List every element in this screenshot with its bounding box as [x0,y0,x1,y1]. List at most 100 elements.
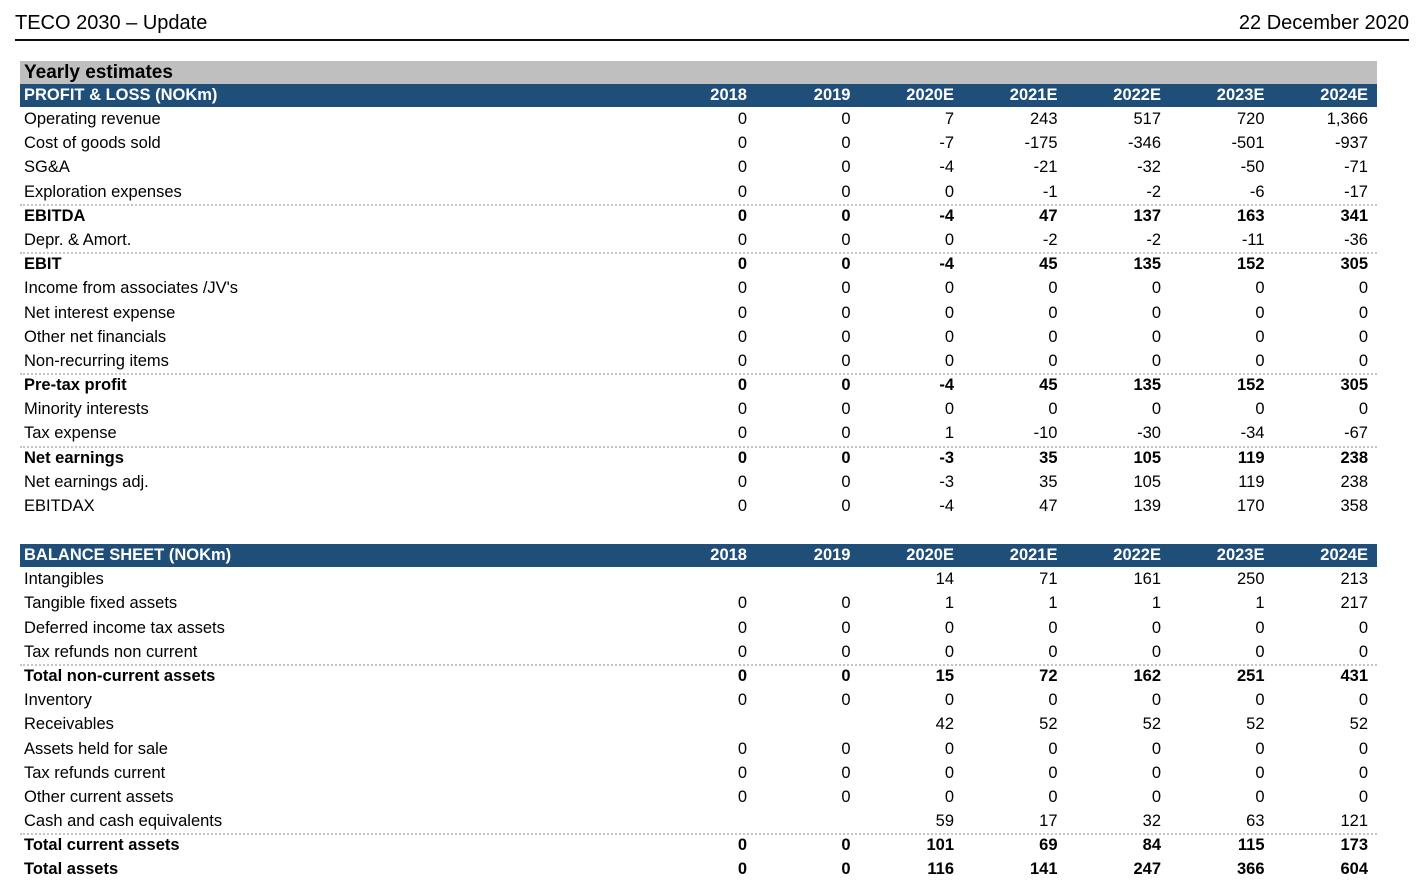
table-row: SG&A 0 0 -4 -21 -32 -50 -71 [20,155,1377,179]
row-value: 0 [1255,303,1265,322]
row-value: 0 [737,303,747,322]
row-value: 0 [1358,691,1368,710]
row-label: Total current assets [24,836,180,855]
row-value: 72 [1039,666,1058,685]
row-label: Assets held for sale [24,739,168,758]
report-title: TECO 2030 – Update [15,12,208,34]
row-value: 101 [926,836,954,855]
row-value: 119 [1237,448,1265,467]
table-row: Receivables 42 52 52 52 52 [20,712,1377,736]
row-label: Tangible fixed assets [24,594,178,613]
row-value: 0 [841,642,851,661]
table-row: Income from associates /JV's 0 0 0 0 0 0 0 [20,276,1377,300]
table-row: Other current assets 0 0 0 0 0 0 0 [20,785,1377,809]
row-value: -11 [1241,230,1265,249]
table-header-row: BALANCE SHEET (NOKm) 2018 2019 2020E 2021E 20… [20,544,1377,568]
row-value: 69 [1039,836,1058,855]
table-row: Non-recurring items 0 0 0 0 0 0 0 [20,349,1377,373]
row-value: 0 [841,691,851,710]
row-value: 135 [1133,255,1161,274]
table-row: Depr. & Amort. 0 0 0 -2 -2 -11 -36 [20,228,1377,252]
row-label: Net earnings adj. [24,472,149,491]
row-value: 0 [841,351,851,370]
row-value: 0 [1048,763,1058,782]
row-value: 0 [944,787,954,806]
row-value: 137 [1133,206,1161,225]
row-value: 0 [737,134,747,153]
row-value: 1 [944,424,954,443]
row-value: 45 [1039,376,1058,395]
row-value: 152 [1236,255,1265,274]
table-row: Cash and cash equivalents 59 17 32 63 121 [20,809,1377,833]
row-value: 116 [927,860,954,879]
row-value: 161 [1133,570,1161,589]
row-value: 0 [1358,642,1368,661]
row-value: -346 [1127,134,1161,153]
row-value: 0 [944,691,954,710]
row-value: 0 [1255,351,1265,370]
row-value: 1 [1151,594,1161,613]
row-label: Deferred income tax assets [24,618,225,637]
row-value: 0 [1255,691,1265,710]
row-value: 0 [737,206,747,225]
row-value: 0 [1048,303,1058,322]
row-value [653,567,757,591]
row-value: 0 [944,182,954,201]
row-value: 0 [737,618,747,637]
row-label: Tax refunds current [24,763,166,782]
table-row: EBIT 0 0 -4 45 135 152 305 [20,252,1377,276]
tables-container: PROFIT & LOSS (NOKm) 2018 2019 2020E 2021E 20… [0,84,1422,882]
row-value: 0 [1255,400,1265,419]
row-value: 0 [841,739,851,758]
row-value [653,809,757,833]
row-value: -36 [1344,230,1368,249]
row-value: 0 [1151,787,1161,806]
row-value: 35 [1039,448,1058,467]
row-label: EBITDA [24,206,86,225]
row-label: Depr. & Amort. [24,230,132,249]
row-value: 32 [1142,812,1161,831]
row-value: -1 [1042,182,1058,201]
row-value: 305 [1340,255,1368,274]
row-value: 0 [737,424,747,443]
row-value: 14 [935,570,954,589]
table-row: Net earnings adj. 0 0 -3 35 105 119 238 [20,470,1377,494]
row-value: 0 [1255,739,1265,758]
row-value: 162 [1133,666,1161,685]
row-label: Total non-current assets [24,666,216,685]
row-value: 0 [944,739,954,758]
row-value: 720 [1236,110,1265,128]
row-value: -50 [1240,158,1265,177]
row-value: 59 [935,812,954,831]
section-title: Yearly estimates [24,62,173,83]
row-value: 47 [1039,497,1058,515]
row-value: -2 [1146,230,1161,249]
row-value: 238 [1340,448,1368,467]
row-value: 119 [1238,472,1265,491]
row-value: 0 [841,497,851,515]
row-label: Non-recurring items [24,351,169,370]
row-value: 0 [944,642,954,661]
row-value: 0 [1151,618,1161,637]
row-value: 0 [1358,400,1368,419]
year-column-header: 2022E [1113,546,1161,565]
row-value: 0 [1151,763,1161,782]
row-value: 0 [1358,763,1368,782]
row-value: 0 [1151,691,1161,710]
row-label: Net interest expense [24,303,176,322]
row-value: 0 [737,351,747,370]
row-value: 0 [841,255,851,274]
row-value: 0 [1255,763,1265,782]
table-row: Net earnings 0 0 -3 35 105 119 238 [20,445,1377,470]
row-value: 45 [1039,255,1058,274]
row-value: 0 [737,448,747,467]
year-column-header: 2020E [906,86,954,104]
section-title-bar: Yearly estimates [20,61,1377,84]
row-value: 0 [841,594,851,613]
row-value: 0 [737,110,747,128]
row-value: 0 [841,787,851,806]
row-value: -32 [1137,158,1161,177]
table-row: EBITDA 0 0 -4 47 137 163 341 [20,203,1377,228]
row-value: 52 [1142,715,1161,734]
row-value: 63 [1246,812,1265,831]
